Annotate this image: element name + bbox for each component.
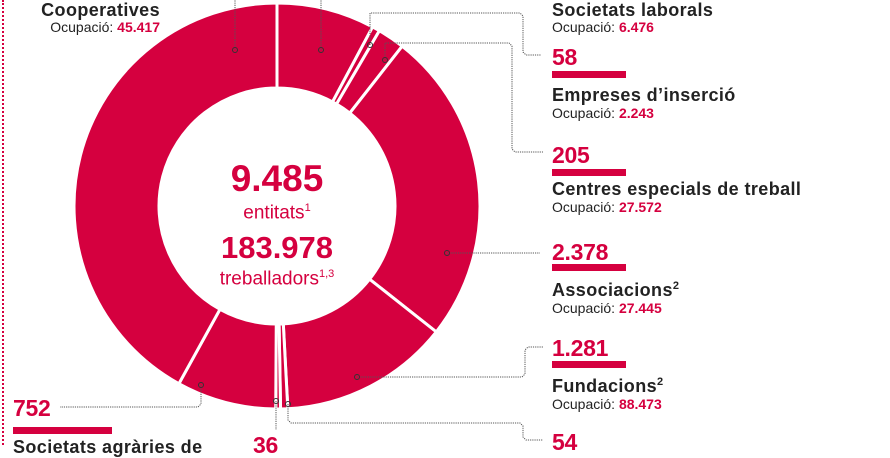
title-societats-laborals: Societats laborals xyxy=(552,0,714,20)
label-associacions: Associacions2 Ocupació: 27.445 xyxy=(552,276,679,316)
occupation-label: Ocupació: xyxy=(50,19,114,35)
label-centres-especials: Centres especials de treball Ocupació: 2… xyxy=(552,179,801,215)
label-fundacions: Fundacions2 Ocupació: 88.473 xyxy=(552,372,664,412)
bar-empreses-insercio xyxy=(552,71,626,78)
count-seg54: 54 xyxy=(552,429,577,455)
occupation-label: Ocupació: xyxy=(552,19,616,35)
label-empreses-insercio: Empreses d’inserció Ocupació: 2.243 xyxy=(552,85,736,121)
count-societats-agraries: 752 xyxy=(13,395,51,421)
occupation-fundacions: 88.473 xyxy=(618,396,662,412)
title-centres-especials: Centres especials de treball xyxy=(552,179,802,199)
leader-seg54 xyxy=(287,404,543,441)
count-seg36: 36 xyxy=(253,432,278,458)
occupation-label: Ocupació: xyxy=(552,300,616,316)
occupation-associacions: 27.445 xyxy=(618,300,662,316)
total-entities: 9.485 xyxy=(230,158,324,199)
occupation-label: Ocupació: xyxy=(552,105,616,121)
donut-chart xyxy=(60,0,543,441)
title-empreses-insercio: Empreses d’inserció xyxy=(552,85,736,105)
title-fundacions: Fundacions xyxy=(552,376,658,396)
occupation-label: Ocupació: xyxy=(552,396,616,412)
leader-empreses-insercio xyxy=(369,12,541,56)
count-associacions: 2.378 xyxy=(552,239,609,265)
leader-societats-agraries xyxy=(60,385,202,408)
entities-label: entitats xyxy=(243,202,305,224)
occupation-cooperatives: 45.417 xyxy=(117,19,160,35)
donut-slice-cooperatives xyxy=(72,1,279,386)
footnote-fundacions: 2 xyxy=(657,376,664,388)
footnote-associacions: 2 xyxy=(672,280,680,292)
bar-fundacions xyxy=(552,361,626,368)
leader-centres-especials xyxy=(384,42,543,153)
title-associacions: Associacions xyxy=(552,280,673,300)
title-cooperatives: Cooperatives xyxy=(41,0,160,20)
center-entities: 9.485 entitats1 xyxy=(177,160,377,223)
occupation-centres-especials: 27.572 xyxy=(618,199,662,215)
label-cooperatives: Cooperatives Ocupació: 45.417 xyxy=(20,1,160,35)
entities-footnote: 1 xyxy=(304,202,311,214)
label-societats-laborals: Societats laborals Ocupació: 6.476 xyxy=(552,0,714,35)
center-workers: 183.978 treballadors1,3 xyxy=(177,232,377,289)
count-centres-especials: 205 xyxy=(552,142,590,168)
count-empreses-insercio: 58 xyxy=(552,44,577,70)
workers-footnote: 1,3 xyxy=(318,268,335,280)
occupation-label: Ocupació: xyxy=(552,199,616,215)
occupation-empreses-insercio: 2.243 xyxy=(618,105,654,121)
total-workers: 183.978 xyxy=(220,230,334,265)
leader-fundacions xyxy=(357,346,543,378)
count-fundacions: 1.281 xyxy=(552,335,609,361)
page-border xyxy=(2,0,4,445)
bar-societats-agraries xyxy=(13,427,112,434)
workers-label: treballadors xyxy=(219,268,319,290)
occupation-societats-laborals: 6.476 xyxy=(618,19,654,35)
bar-centres-especials xyxy=(552,169,626,176)
title-societats-agraries: Societats agràries de xyxy=(13,437,203,457)
donut-slice-associacions xyxy=(347,44,482,334)
bar-associacions xyxy=(552,264,626,271)
